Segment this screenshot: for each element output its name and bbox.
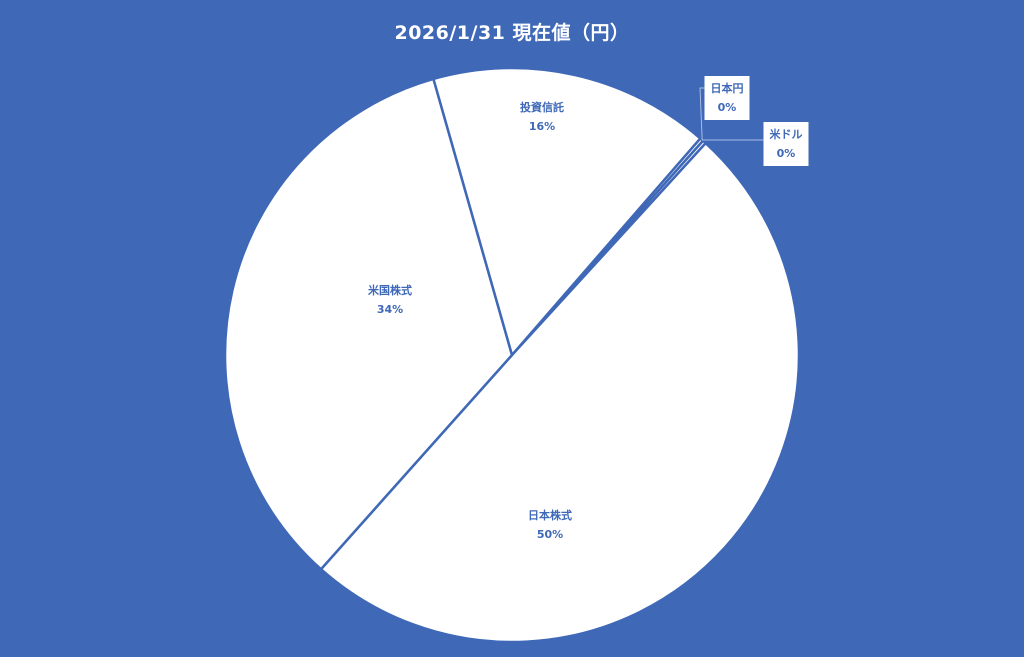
label-name: 日本円 — [710, 82, 744, 95]
data-label-jpy: 日本円 0% — [704, 76, 750, 120]
label-pct: 34% — [376, 303, 404, 316]
pie-slice-4 — [431, 66, 703, 358]
label-pct: 16% — [528, 120, 556, 133]
label-name: 日本株式 — [528, 509, 572, 522]
data-label-usd: 米ドル 0% — [763, 122, 809, 166]
label-pct: 50% — [536, 528, 564, 541]
pie-slice-3 — [223, 77, 514, 571]
data-label-us-stocks: 米国株式 34% — [368, 281, 412, 319]
data-label-mutual-funds: 投資信託 16% — [520, 98, 564, 136]
label-pct: 0% — [717, 101, 737, 114]
label-name: 米国株式 — [368, 284, 412, 297]
label-pct: 0% — [776, 147, 796, 160]
data-label-japan-stocks: 日本株式 50% — [528, 506, 572, 544]
chart-title: 2026/1/31 現在値（円） — [394, 22, 630, 44]
pie-slice-2 — [319, 141, 801, 644]
label-name: 投資信託 — [520, 101, 564, 114]
label-name: 米ドル — [769, 128, 803, 141]
